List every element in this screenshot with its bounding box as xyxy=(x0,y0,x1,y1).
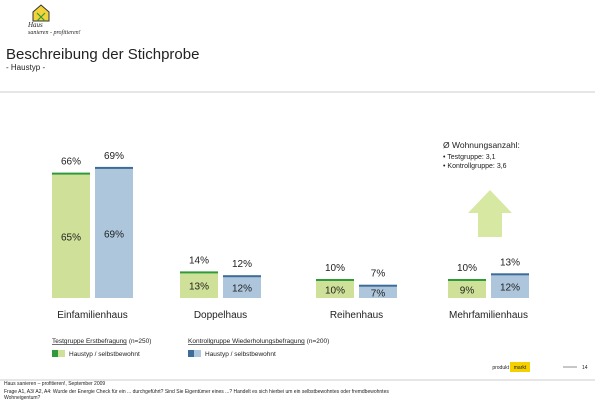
logo-text: sanieren - profitieren! xyxy=(28,29,81,36)
bar-inner xyxy=(491,275,529,298)
value-label: 69% xyxy=(104,151,124,162)
inner-label: 65% xyxy=(61,232,81,243)
legend-swatch xyxy=(58,350,65,357)
category-label: Reihenhaus xyxy=(330,310,383,321)
bar-inner xyxy=(448,281,486,298)
bar-inner xyxy=(223,277,261,298)
logo-cross xyxy=(36,12,46,22)
inner-label: 69% xyxy=(104,229,124,240)
legend-n: (n=200) xyxy=(307,338,330,345)
arrow xyxy=(468,190,512,237)
legend-swatch xyxy=(52,350,58,357)
value-label: 14% xyxy=(189,255,209,266)
annotation-line: • Testgruppe: 3,1 xyxy=(443,154,496,161)
slide-subtitle: - Haustyp - xyxy=(6,63,45,72)
legend-name: Kontrollgruppe Wiederholungsbefragung xyxy=(188,338,305,345)
category-label: Mehrfamilienhaus xyxy=(449,310,528,321)
bar-inner xyxy=(52,174,90,298)
annotation-title: Ø Wohnungsanzahl: xyxy=(443,140,520,150)
footer-question: Wohneigentum? xyxy=(4,395,41,401)
bar-inner xyxy=(180,273,218,298)
value-label: 7% xyxy=(371,269,386,280)
brand-text: markt xyxy=(514,365,527,371)
logo-text: Haus xyxy=(27,21,43,29)
brand-text: produkt xyxy=(492,365,509,371)
bar-inner xyxy=(359,286,397,298)
legend-sub: Haustyp / selbstbewohnt xyxy=(205,351,276,358)
bar-inner xyxy=(316,281,354,298)
legend-swatch xyxy=(188,350,194,357)
category-label: Einfamilienhaus xyxy=(57,310,128,321)
bar-inner xyxy=(95,168,133,298)
value-label: 12% xyxy=(232,259,252,270)
inner-label: 12% xyxy=(232,284,252,295)
value-label: 13% xyxy=(500,257,520,268)
footer-question: Frage A1, A3/ A2, A4: Wurde der Energie … xyxy=(4,389,389,395)
value-label: 10% xyxy=(325,263,345,274)
value-label: 10% xyxy=(457,263,477,274)
inner-label: 13% xyxy=(189,282,209,293)
legend-name: Testgruppe Erstbefragung xyxy=(52,338,127,345)
inner-label: 10% xyxy=(325,286,345,297)
footer-source: Haus sanieren – profitieren!, September … xyxy=(4,381,105,387)
inner-label: 12% xyxy=(500,283,520,294)
legend-sub: Haustyp / selbstbewohnt xyxy=(69,351,140,358)
inner-label: 9% xyxy=(460,286,475,297)
logo: Haus sanieren - profitieren! xyxy=(27,4,81,36)
brand-box xyxy=(510,362,530,372)
legend-swatch xyxy=(194,350,201,357)
value-label: 66% xyxy=(61,157,81,168)
logo-house xyxy=(32,4,50,22)
category-label: Doppelhaus xyxy=(194,310,247,321)
slide-title: Beschreibung der Stichprobe xyxy=(6,46,199,63)
annotation-line: • Kontrollgruppe: 3,6 xyxy=(443,163,507,170)
legend-n: (n=250) xyxy=(129,338,152,345)
page-number: 14 xyxy=(582,365,588,371)
inner-label: 7% xyxy=(371,288,386,299)
